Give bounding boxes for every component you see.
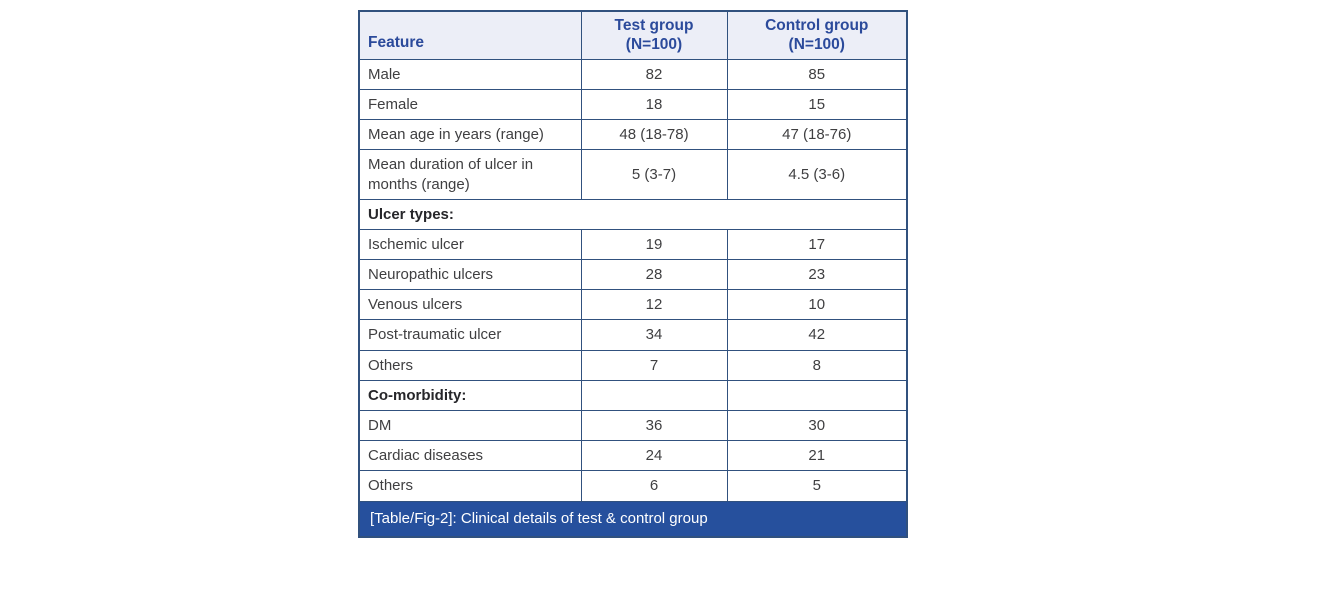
control-value-cell: 5	[726, 470, 908, 502]
feature-cell: Post-traumatic ulcer	[358, 319, 582, 351]
section-label: Co-morbidity:	[358, 379, 582, 412]
table-footer: [Table/Fig-2]: Clinical details of test …	[358, 500, 908, 538]
control-value-cell: 47 (18-76)	[726, 119, 908, 151]
test-value-cell: 18	[580, 88, 728, 121]
control-value-cell: 30	[726, 409, 908, 442]
control-value-cell: 8	[726, 349, 908, 381]
table-row-dm: DM 36 30	[358, 409, 908, 442]
table-header: Feature Test group (N=100) Control group…	[358, 10, 908, 60]
table-row-others-ulcer: Others 7 8	[358, 349, 908, 381]
test-value-cell	[580, 379, 728, 412]
control-value-cell: 21	[726, 440, 908, 472]
section-row-co-morbidity: Co-morbidity:	[358, 379, 908, 412]
test-value-cell: 28	[580, 259, 728, 291]
test-value-cell: 34	[580, 319, 728, 351]
control-value-cell: 15	[726, 88, 908, 121]
table-row-male: Male 82 85	[358, 58, 908, 90]
feature-cell: Others	[358, 470, 582, 502]
section-label: Ulcer types:	[358, 198, 908, 230]
test-value-cell: 6	[580, 470, 728, 502]
section-row-ulcer-types: Ulcer types:	[358, 198, 908, 230]
table-row-ischemic-ulcer: Ischemic ulcer 19 17	[358, 228, 908, 261]
caption-row: [Table/Fig-2]: Clinical details of test …	[358, 500, 908, 538]
feature-cell: Cardiac diseases	[358, 440, 582, 472]
table-caption: [Table/Fig-2]: Clinical details of test …	[358, 500, 908, 538]
table-row-others-comorbidity: Others 6 5	[358, 470, 908, 502]
control-value-cell: 17	[726, 228, 908, 261]
test-value-cell: 5 (3-7)	[580, 149, 728, 200]
control-value-cell: 23	[726, 259, 908, 291]
control-value-cell: 10	[726, 289, 908, 321]
feature-cell: Female	[358, 88, 582, 121]
table-row-mean-age: Mean age in years (range) 48 (18-78) 47 …	[358, 119, 908, 151]
clinical-details-table: Feature Test group (N=100) Control group…	[358, 10, 908, 538]
table-fig-2: Feature Test group (N=100) Control group…	[358, 10, 908, 538]
table-row-venous-ulcers: Venous ulcers 12 10	[358, 289, 908, 321]
control-value-cell: 42	[726, 319, 908, 351]
table-row-mean-duration: Mean duration of ulcer in months (range)…	[358, 149, 908, 200]
column-header-control-group: Control group (N=100)	[726, 10, 908, 60]
feature-cell: Venous ulcers	[358, 289, 582, 321]
test-value-cell: 36	[580, 409, 728, 442]
feature-cell: Others	[358, 349, 582, 381]
feature-cell: Neuropathic ulcers	[358, 259, 582, 291]
test-value-cell: 19	[580, 228, 728, 261]
table-row-cardiac-diseases: Cardiac diseases 24 21	[358, 440, 908, 472]
table-row-post-traumatic-ulcer: Post-traumatic ulcer 34 42	[358, 319, 908, 351]
feature-cell: Ischemic ulcer	[358, 228, 582, 261]
test-value-cell: 7	[580, 349, 728, 381]
column-header-feature: Feature	[358, 10, 582, 60]
control-value-cell: 85	[726, 58, 908, 90]
feature-cell: DM	[358, 409, 582, 442]
test-value-cell: 24	[580, 440, 728, 472]
header-row: Feature Test group (N=100) Control group…	[358, 10, 908, 60]
table-body: Male 82 85 Female 18 15 Mean age in year…	[358, 58, 908, 502]
control-value-cell	[726, 379, 908, 412]
column-header-test-group: Test group (N=100)	[580, 10, 728, 60]
test-value-cell: 82	[580, 58, 728, 90]
test-value-cell: 48 (18-78)	[580, 119, 728, 151]
feature-cell: Mean age in years (range)	[358, 119, 582, 151]
table-row-female: Female 18 15	[358, 88, 908, 121]
test-value-cell: 12	[580, 289, 728, 321]
control-value-cell: 4.5 (3-6)	[726, 149, 908, 200]
feature-cell: Mean duration of ulcer in months (range)	[358, 149, 582, 200]
feature-cell: Male	[358, 58, 582, 90]
table-row-neuropathic-ulcers: Neuropathic ulcers 28 23	[358, 259, 908, 291]
